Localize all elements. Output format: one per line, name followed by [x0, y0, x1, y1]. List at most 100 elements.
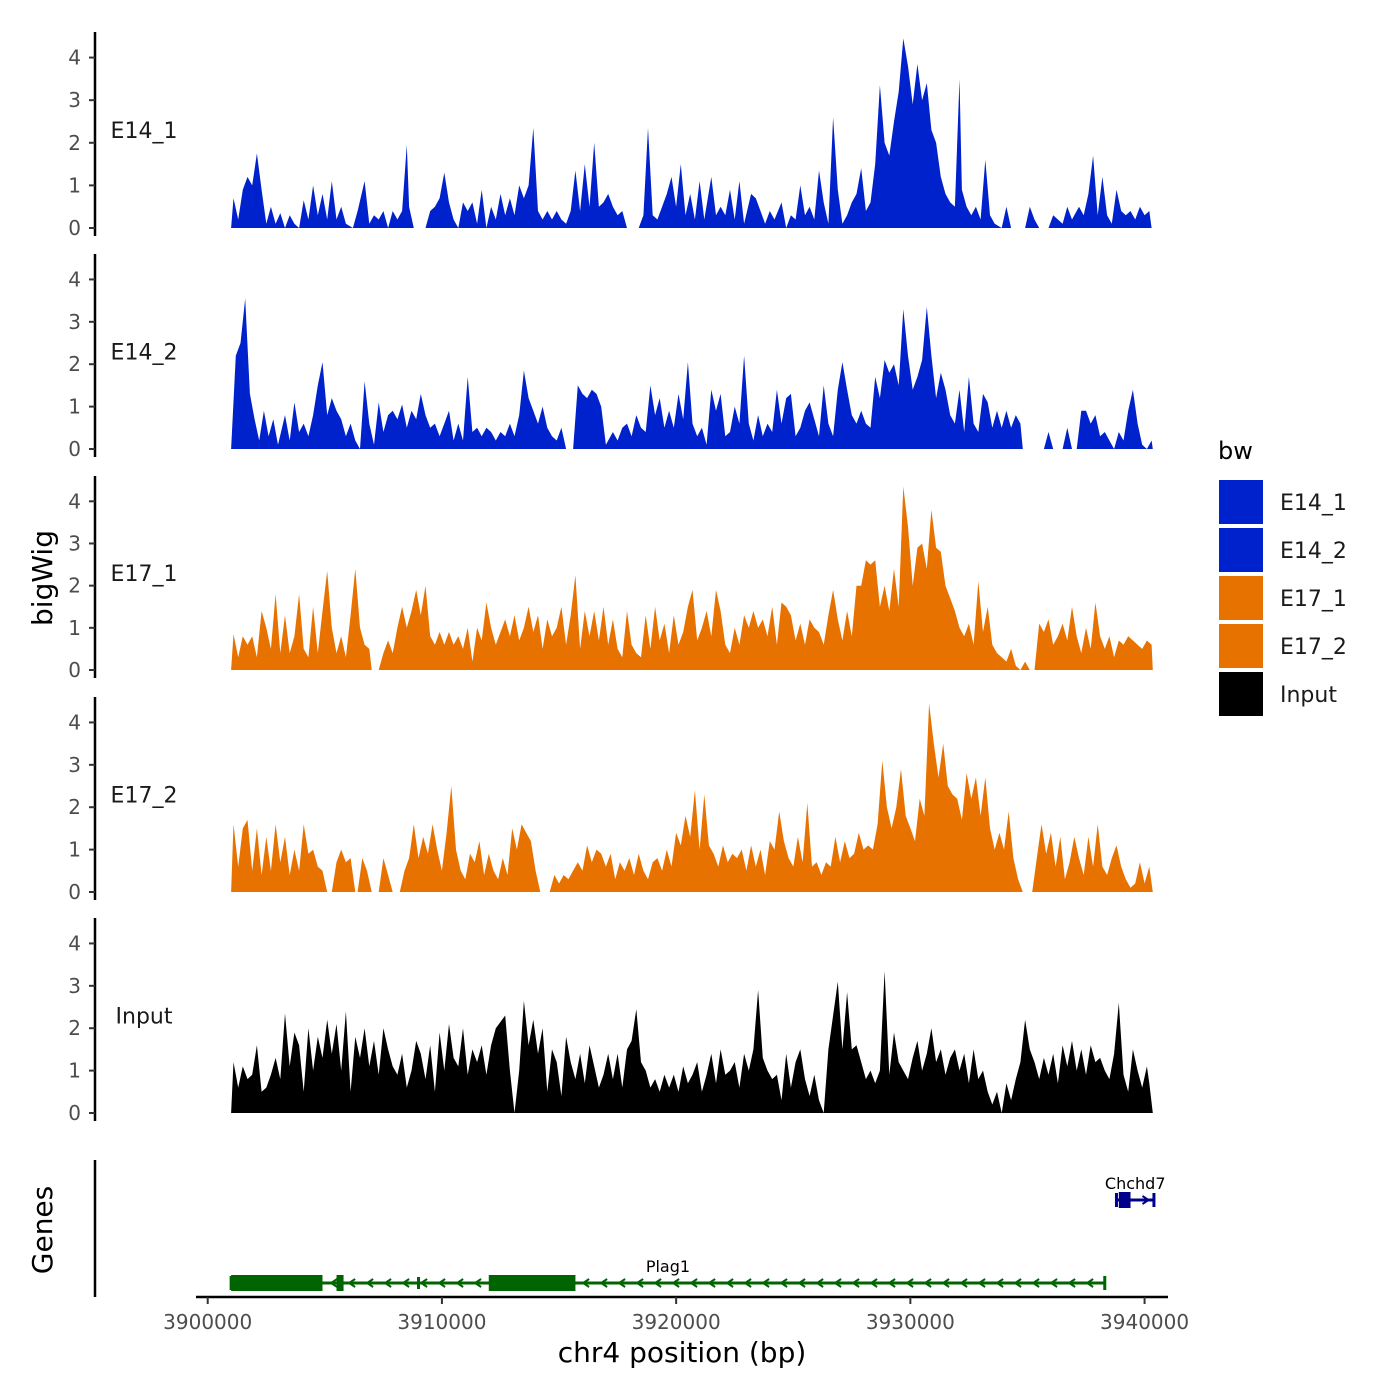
strand-arrow: [365, 1278, 374, 1288]
track-E14_1: 0 1 2 3 4 E14_1: [68, 32, 1152, 240]
legend-label: E17_1: [1280, 587, 1347, 612]
x-tick-label: 3930000: [866, 1310, 955, 1334]
strand-arrow: [347, 1278, 356, 1288]
y-tick-label: 2: [68, 131, 81, 155]
legend-label: E14_1: [1280, 491, 1347, 516]
gene-exon: [231, 1275, 323, 1291]
strand-arrow: [473, 1278, 482, 1288]
strand-arrow: [779, 1278, 788, 1288]
strand-arrow: [707, 1278, 716, 1288]
strand-arrow: [617, 1278, 626, 1288]
track-Input: 0 1 2 3 4 Input: [68, 918, 1153, 1125]
y-tick-label: 1: [68, 616, 81, 640]
y-tick-label: 0: [68, 1101, 81, 1125]
y-tick-label: 3: [68, 310, 81, 334]
coverage-area-E17_1: [231, 486, 1153, 670]
legend-label: Input: [1280, 683, 1337, 708]
y-tick-label: 1: [68, 1059, 81, 1083]
y-tick-label: 4: [68, 46, 81, 70]
legend-swatch-Input: [1219, 672, 1263, 716]
strand-arrow: [671, 1278, 680, 1288]
gene-exon: [488, 1275, 576, 1291]
strand-arrow: [833, 1278, 842, 1288]
y-tick-label: 3: [68, 974, 81, 998]
strand-arrow: [329, 1278, 338, 1288]
strand-arrow: [1085, 1278, 1094, 1288]
legend-swatch-E17_2: [1219, 624, 1263, 668]
strand-arrow: [581, 1278, 590, 1288]
legend-swatch-E14_1: [1219, 480, 1263, 524]
strand-arrow: [905, 1278, 914, 1288]
y-tick-label: 2: [68, 795, 81, 819]
strand-arrow: [437, 1278, 446, 1288]
strand-arrow: [1067, 1278, 1076, 1288]
strand-arrow: [455, 1278, 464, 1288]
y-tick-label: 4: [68, 489, 81, 513]
y-tick-label: 4: [68, 931, 81, 955]
strand-arrow: [995, 1278, 1004, 1288]
legend-title: bw: [1218, 437, 1253, 465]
y-tick-label: 1: [68, 395, 81, 419]
legend-label: E17_2: [1280, 635, 1347, 660]
track-E17_1: 0 1 2 3 4 E17_1: [68, 476, 1153, 682]
strand-arrow: [725, 1278, 734, 1288]
x-tick-label: 3920000: [632, 1310, 721, 1334]
y-tick-label: 2: [68, 574, 81, 598]
y-tick-label: 4: [68, 710, 81, 734]
strand-arrow: [743, 1278, 752, 1288]
y-tick-label: 1: [68, 838, 81, 862]
y-tick-label: 0: [68, 437, 81, 461]
x-axis: 3900000 3910000 3920000 3930000 3940000: [163, 1295, 1189, 1334]
track-label: E17_2: [111, 784, 178, 809]
track-label: E17_1: [111, 562, 178, 587]
legend-label: E14_2: [1280, 539, 1347, 564]
strand-arrow: [1013, 1278, 1022, 1288]
coverage-area-E14_2: [231, 298, 1153, 449]
coverage-area-E14_1: [231, 38, 1152, 229]
strand-arrow: [797, 1278, 806, 1288]
strand-arrow: [761, 1278, 770, 1288]
strand-arrow: [923, 1278, 932, 1288]
genes-panel: Plag1 Chchd7: [93, 1160, 1166, 1297]
gene-Chchd7: Chchd7: [1105, 1174, 1166, 1208]
strand-arrow: [941, 1278, 950, 1288]
track-E17_2: 0 1 2 3 4 E17_2: [68, 697, 1153, 904]
x-axis-title: chr4 position (bp): [558, 1336, 807, 1369]
y-tick-label: 0: [68, 880, 81, 904]
y-tick-label: 3: [68, 753, 81, 777]
strand-arrow: [635, 1278, 644, 1288]
x-tick-label: 3910000: [397, 1310, 486, 1334]
strand-arrow: [851, 1278, 860, 1288]
coverage-area-Input: [231, 971, 1153, 1113]
strand-arrow: [1141, 1195, 1151, 1205]
gene-label: Plag1: [646, 1257, 690, 1276]
gene-exon: [336, 1275, 344, 1291]
track-label: Input: [116, 1005, 173, 1030]
y-tick-label: 0: [68, 658, 81, 682]
strand-arrow: [1049, 1278, 1058, 1288]
x-tick-label: 3940000: [1100, 1310, 1189, 1334]
gene-Plag1: Plag1: [229, 1257, 1107, 1291]
strand-arrow: [887, 1278, 896, 1288]
gene-exon: [1118, 1192, 1131, 1208]
legend-swatch-E14_2: [1219, 528, 1263, 572]
strand-arrow: [401, 1278, 410, 1288]
strand-arrow: [383, 1278, 392, 1288]
strand-arrow: [869, 1278, 878, 1288]
strand-arrow: [1031, 1278, 1040, 1288]
y-tick-label: 3: [68, 88, 81, 112]
y-tick-label: 4: [68, 267, 81, 291]
strand-arrow: [815, 1278, 824, 1288]
strand-arrow: [419, 1278, 428, 1288]
y-tick-label: 0: [68, 216, 81, 240]
strand-arrow: [599, 1278, 608, 1288]
track-E14_2: 0 1 2 3 4 E14_2: [68, 254, 1153, 461]
y-tick-label: 2: [68, 1016, 81, 1040]
legend-swatch-E17_1: [1219, 576, 1263, 620]
strand-arrow: [977, 1278, 986, 1288]
legend: bw E14_1 E14_2 E17_1 E17_2 Input: [1218, 437, 1347, 716]
y-tick-label: 2: [68, 352, 81, 376]
genes-axis-title: Genes: [26, 1186, 59, 1274]
coverage-area-E17_2: [231, 703, 1153, 892]
